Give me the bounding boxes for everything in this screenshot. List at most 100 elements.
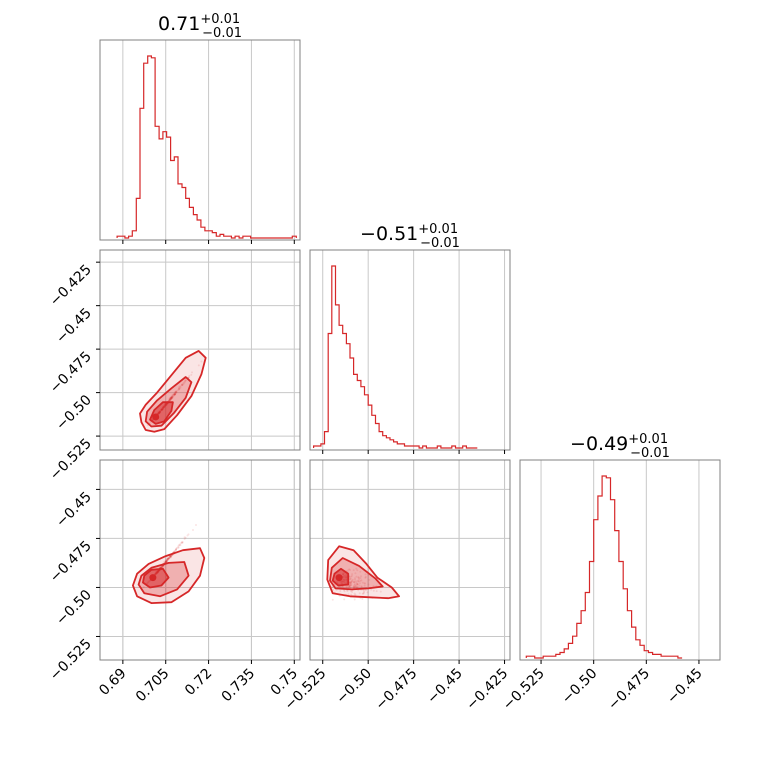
panel-frame	[99, 459, 301, 661]
y-tick-label: −0.45	[53, 305, 95, 347]
sample-point	[168, 399, 171, 402]
sample-point	[175, 548, 178, 551]
sample-point	[354, 585, 357, 588]
sample-point	[170, 397, 173, 400]
sample-point	[178, 387, 181, 390]
sample-point	[335, 588, 338, 591]
sample-point	[175, 390, 178, 393]
sample-point	[372, 585, 375, 588]
sample-point	[364, 576, 367, 579]
sample-point	[179, 385, 182, 388]
sample-point	[347, 586, 350, 589]
sample-point	[353, 581, 356, 584]
panel-r1-c1: −0.51+0.01 −0.01	[309, 222, 511, 454]
sample-point	[354, 577, 356, 580]
title-minus: −0.01	[630, 446, 670, 461]
sample-point	[166, 558, 169, 561]
panel-frame	[309, 249, 511, 451]
sample-point	[351, 578, 354, 581]
panel-frame	[99, 39, 301, 241]
sample-point	[348, 581, 351, 584]
sample-point	[183, 380, 186, 383]
sample-point	[166, 557, 169, 560]
sample-point	[190, 373, 193, 376]
sample-point	[352, 580, 355, 583]
sample-point	[356, 586, 359, 588]
sample-point	[353, 592, 356, 595]
sample-point	[354, 578, 356, 581]
panel-r2-c1: −0.525 −0.50−0.475 −0.45−0.425	[282, 459, 511, 714]
sample-point	[352, 569, 355, 572]
sample-point	[173, 393, 176, 396]
sample-point	[370, 588, 373, 591]
sample-point	[186, 534, 189, 537]
sample-point	[165, 560, 168, 563]
sample-point	[175, 547, 178, 550]
sample-point	[360, 585, 363, 588]
sample-point	[183, 536, 186, 539]
sample-point	[349, 581, 352, 584]
sample-point	[166, 557, 169, 560]
title-value: −0.49	[570, 433, 628, 455]
sample-point	[368, 578, 371, 581]
histogram-steps	[116, 55, 297, 239]
sample-point	[331, 598, 334, 601]
sample-point	[350, 584, 353, 586]
sample-point	[164, 561, 167, 563]
sample-point	[182, 382, 185, 385]
sample-point	[355, 575, 358, 578]
sample-point	[169, 399, 171, 402]
sample-point	[173, 393, 176, 395]
sample-point	[180, 384, 183, 387]
sample-point	[165, 559, 168, 562]
sample-point	[197, 364, 200, 367]
sample-point	[173, 550, 176, 553]
sample-point	[349, 569, 351, 571]
sample-point	[191, 371, 193, 374]
sample-point	[169, 555, 172, 558]
y-tick-label: −0.50	[53, 392, 95, 434]
sample-point	[167, 558, 169, 561]
sample-point	[181, 540, 184, 543]
sample-point	[165, 560, 168, 563]
sample-point	[179, 542, 182, 545]
x-tick-label: 0.735	[219, 666, 259, 706]
sample-point	[168, 557, 171, 560]
sample-point	[358, 584, 361, 587]
sample-point	[350, 574, 353, 577]
sample-point	[168, 557, 171, 560]
sample-point	[176, 389, 179, 392]
x-tick-label: −0.45	[424, 666, 466, 708]
sample-point	[170, 396, 173, 398]
histogram-steps	[525, 475, 683, 659]
sample-point	[170, 397, 173, 400]
sample-point	[347, 569, 350, 572]
sample-point	[346, 589, 348, 592]
panel-frame	[309, 459, 511, 661]
sample-point	[355, 567, 358, 570]
sample-point	[174, 391, 177, 394]
sample-point	[349, 581, 352, 584]
sample-point	[177, 387, 180, 390]
sample-point	[164, 561, 167, 564]
sample-point	[363, 584, 366, 587]
sample-point	[169, 398, 172, 401]
sample-point	[344, 585, 347, 588]
sample-point	[166, 559, 169, 562]
sample-point	[188, 374, 191, 377]
sample-point	[170, 397, 173, 400]
sample-point	[180, 541, 183, 544]
sample-point	[161, 566, 164, 569]
sample-point	[165, 560, 167, 563]
sample-point	[349, 577, 352, 580]
sample-point	[195, 524, 197, 526]
sample-point	[171, 394, 174, 397]
sample-point	[348, 586, 351, 589]
sample-point	[174, 391, 177, 394]
sample-point	[167, 557, 170, 560]
title-minus: −0.01	[202, 26, 242, 41]
y-tick-label: −0.525	[47, 636, 95, 684]
x-tick-label: −0.475	[373, 666, 421, 714]
sample-point	[372, 589, 375, 592]
sample-point	[172, 393, 175, 396]
